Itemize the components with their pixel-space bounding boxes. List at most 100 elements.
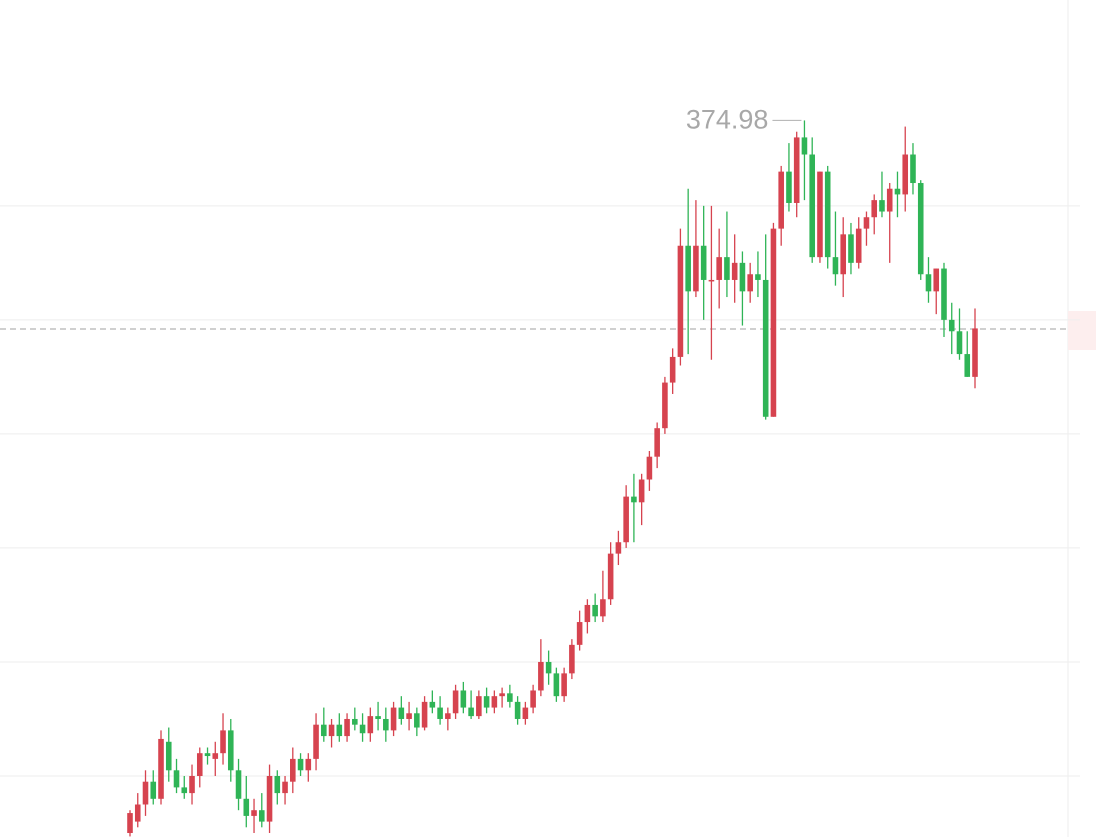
candle-body [227,730,234,771]
candle-body [545,661,552,674]
candle-body [646,456,653,480]
candle-body [452,690,459,714]
candle-body [941,268,947,320]
candle-body [483,696,490,708]
candle-body [662,382,668,429]
candle-body [398,707,405,719]
candle-body [592,604,598,617]
candle-body [561,673,567,697]
candle-body [204,753,211,757]
candle-body [127,813,133,834]
candle-body [429,701,436,708]
candle-body [313,724,319,759]
candle-body [359,724,366,734]
candle-body [258,810,265,822]
candle-body [716,257,722,280]
candle-body [956,331,963,355]
candle-body [863,217,870,229]
candle-body [134,804,141,822]
candle-body [972,328,978,377]
candle-body [770,228,777,417]
candle-body [235,770,242,799]
candle-body [809,154,815,258]
candle-body [824,171,831,258]
candle-body [840,234,847,275]
candle-body [150,781,157,799]
candle-body [786,171,792,203]
candle-body [243,798,250,816]
candle-body [817,171,823,258]
candle-body [538,661,544,691]
candle-body [654,428,660,457]
candle-body [421,701,428,728]
candle-body [793,137,800,203]
candle-body [739,262,746,292]
candle-body [344,718,350,737]
candle-body [297,758,304,771]
candle-body [724,257,730,280]
candle-body [390,707,397,731]
candle-body [321,724,327,737]
candle-body [220,730,226,754]
candle-body [181,787,188,794]
candle-body [189,775,195,794]
candle-body [514,701,521,719]
candle-body [910,154,916,184]
candle-body [747,274,753,292]
candle-body [352,718,358,725]
candle-body [445,713,451,719]
candle-body [437,707,443,719]
candle-body [623,496,629,543]
candle-body [266,775,273,822]
candle-body [801,137,808,155]
candle-body [708,279,715,282]
candle-body [925,274,932,292]
candle-body [631,496,637,503]
candle-body [879,200,885,212]
candle-body [196,753,203,776]
candle-body [584,604,591,623]
candle-body [158,738,164,799]
candle-body [274,775,281,794]
candle-body [414,713,420,728]
candle-body [282,781,288,794]
annotation-label: 374.98 [686,105,769,135]
candle-body [522,707,529,719]
candle-body [328,724,335,737]
candle-body [886,188,893,212]
candle-body [305,758,312,771]
candle-body [569,644,575,674]
candle-body [290,758,296,782]
candle-body [336,724,343,737]
candle-body [964,354,971,377]
candle-body [142,781,149,805]
candle-body [491,696,498,708]
candle-body [468,707,474,717]
candle-body [375,716,381,719]
candle-body [600,599,606,617]
candle-body [731,262,738,280]
candle-body [638,479,645,503]
price-tag [1068,311,1096,350]
candle-body [677,245,684,357]
candle-body [383,718,389,731]
candle-body [917,183,924,275]
candle-body [948,319,955,332]
candle-body [251,810,257,816]
candle-body [848,234,854,263]
candle-body [212,753,219,759]
candle-body [165,741,172,771]
candle-body [871,200,878,218]
candle-body [685,245,691,292]
candle-body [693,245,699,292]
candle-body [576,622,583,645]
candle-body [476,696,482,717]
candle-body [406,713,412,719]
candle-body [367,716,374,734]
candle-body [460,690,467,708]
candle-body [933,268,940,292]
candle-body [507,693,513,702]
candle-body [832,257,839,275]
candle-body [778,171,784,229]
candle-body [669,356,676,383]
